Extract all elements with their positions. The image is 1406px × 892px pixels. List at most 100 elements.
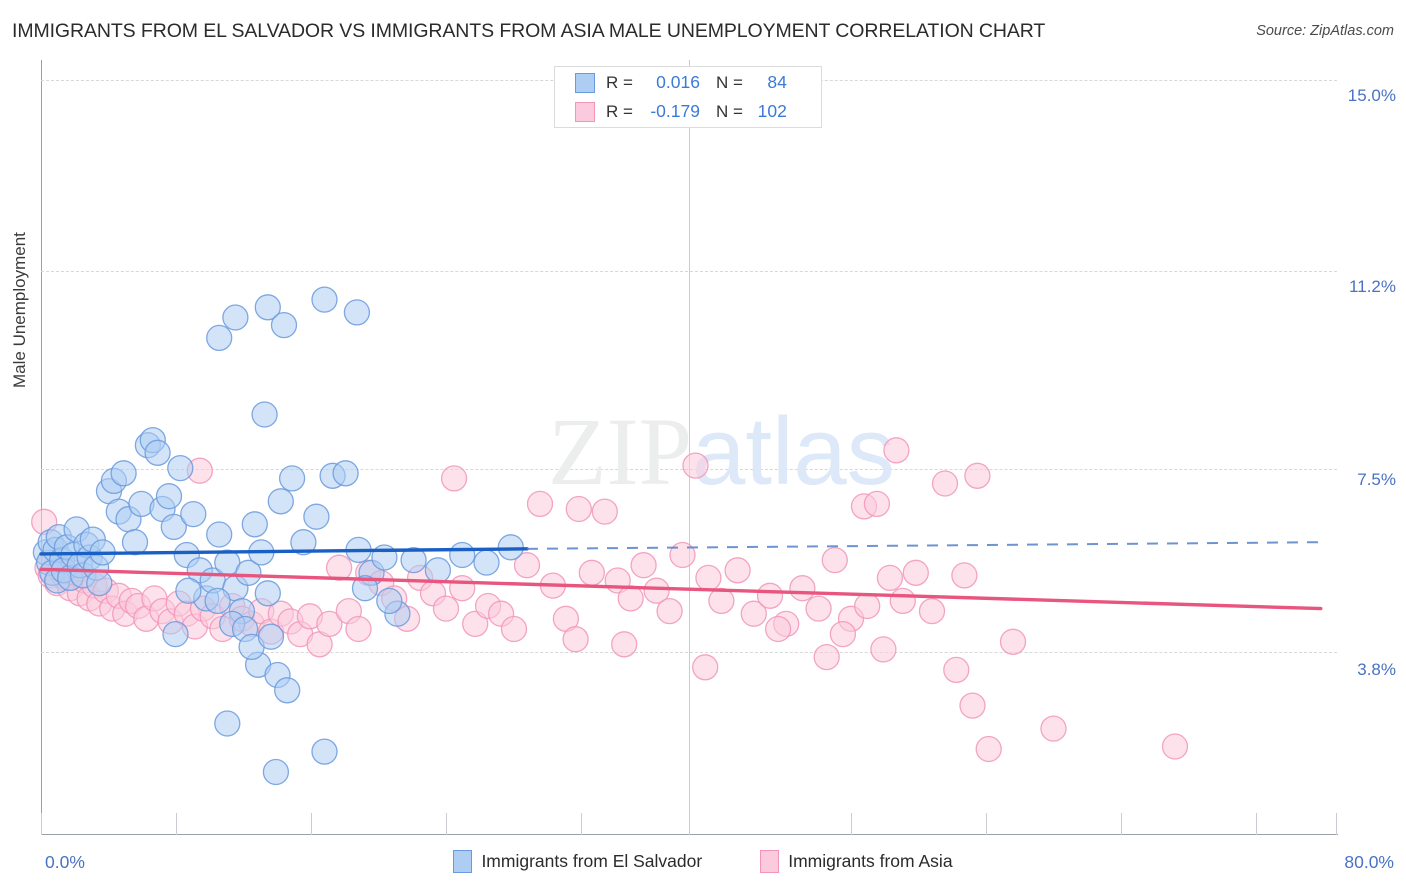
data-point [500,615,528,643]
asia-trendline [39,567,1323,611]
x-tick [1336,813,1337,835]
pink-n-label: N = [715,101,743,121]
data-point [311,286,338,313]
data-point [565,495,592,523]
blue-r-label: R = [606,72,633,92]
y-tick-label-15: 15.0% [1347,86,1396,105]
data-point [964,462,991,489]
data-point [376,587,403,615]
data-point [813,643,840,671]
data-point [254,294,281,321]
y-axis-title: Male Unemployment [10,232,29,388]
data-point [345,615,372,643]
data-point [918,597,946,625]
y-tick-label-7: 7.5% [1357,470,1396,489]
data-point [756,582,784,609]
data-point [889,587,916,615]
data-point [883,437,910,464]
x-tick [41,813,42,835]
data-point [1161,733,1189,760]
data-point [274,677,301,704]
data-point [740,600,767,627]
data-point [270,311,298,339]
data-point [206,324,233,352]
data-point [951,562,978,589]
data-point [959,692,986,719]
pink-r-value: -0.179 [650,101,700,121]
data-point [999,628,1027,655]
data-point [643,577,670,604]
x-tick [851,813,852,835]
x-tick [581,813,582,835]
data-point [692,654,719,681]
data-point [854,592,881,620]
stat-row-pink: R = -0.179 N = 102 [555,98,821,125]
correlation-stats-box: R = 0.016 N = 84 R = -0.179 N = 102 [554,66,822,128]
data-point [86,569,113,597]
chart-legend: Immigrants from El Salvador Immigrants f… [0,850,1406,873]
data-point [257,623,285,650]
data-point [829,620,857,648]
y-axis-line [41,60,42,835]
data-point [204,587,231,615]
data-point [110,460,137,487]
data-point [251,401,278,428]
data-point [432,595,460,622]
data-point [144,439,171,466]
data-point [863,490,891,518]
scatter-points-layer [31,286,1323,786]
data-point [1040,715,1067,742]
pink-n-value: 102 [757,101,787,121]
x-tick [1121,813,1122,835]
data-point [473,549,500,576]
el-salvador-trendline-projection [526,541,1321,550]
data-point [630,552,657,579]
data-point [162,620,189,648]
data-point [278,465,306,492]
data-point [462,610,489,638]
data-point [724,557,751,584]
data-point [902,559,929,586]
data-point [764,615,792,643]
blue-n-label: N = [715,72,743,92]
data-point [311,738,338,765]
data-point [591,498,618,525]
data-point [931,470,959,497]
x-tick [446,813,447,835]
data-point [343,299,371,326]
blue-r-value: 0.016 [656,72,700,92]
data-point [290,529,317,556]
source-attribution: Source: ZipAtlas.com [1256,23,1394,39]
data-point [943,656,970,684]
data-point [206,521,233,548]
data-point [789,575,816,602]
page-title: IMMIGRANTS FROM EL SALVADOR VS IMMIGRANT… [12,20,1046,42]
data-point [325,554,353,581]
data-point [876,564,904,592]
data-point [235,559,262,586]
data-point [254,580,281,607]
data-point [160,513,187,541]
legend-blue-label: Immigrants from El Salvador [481,851,703,871]
data-point [167,454,194,482]
y-tick-label-3: 3.8% [1357,660,1396,679]
legend-item-el-salvador[interactable]: Immigrants from El Salvador [453,850,702,873]
pink-series-swatch-icon [575,101,595,122]
data-point [440,465,468,492]
data-point [175,577,202,604]
plot-area: ZIPatlas [31,60,1337,835]
asia-points [31,437,1189,763]
data-point [975,735,1002,763]
x-tick [986,813,987,835]
data-point [121,529,149,556]
x-tick-major [689,60,690,835]
data-point [669,541,696,569]
legend-item-asia[interactable]: Immigrants from Asia [760,850,953,873]
x-tick [1256,813,1257,835]
data-point [316,610,343,638]
data-point [214,710,241,737]
data-point [155,483,183,510]
el-salvador-trendline [39,547,529,556]
data-point [708,587,735,615]
